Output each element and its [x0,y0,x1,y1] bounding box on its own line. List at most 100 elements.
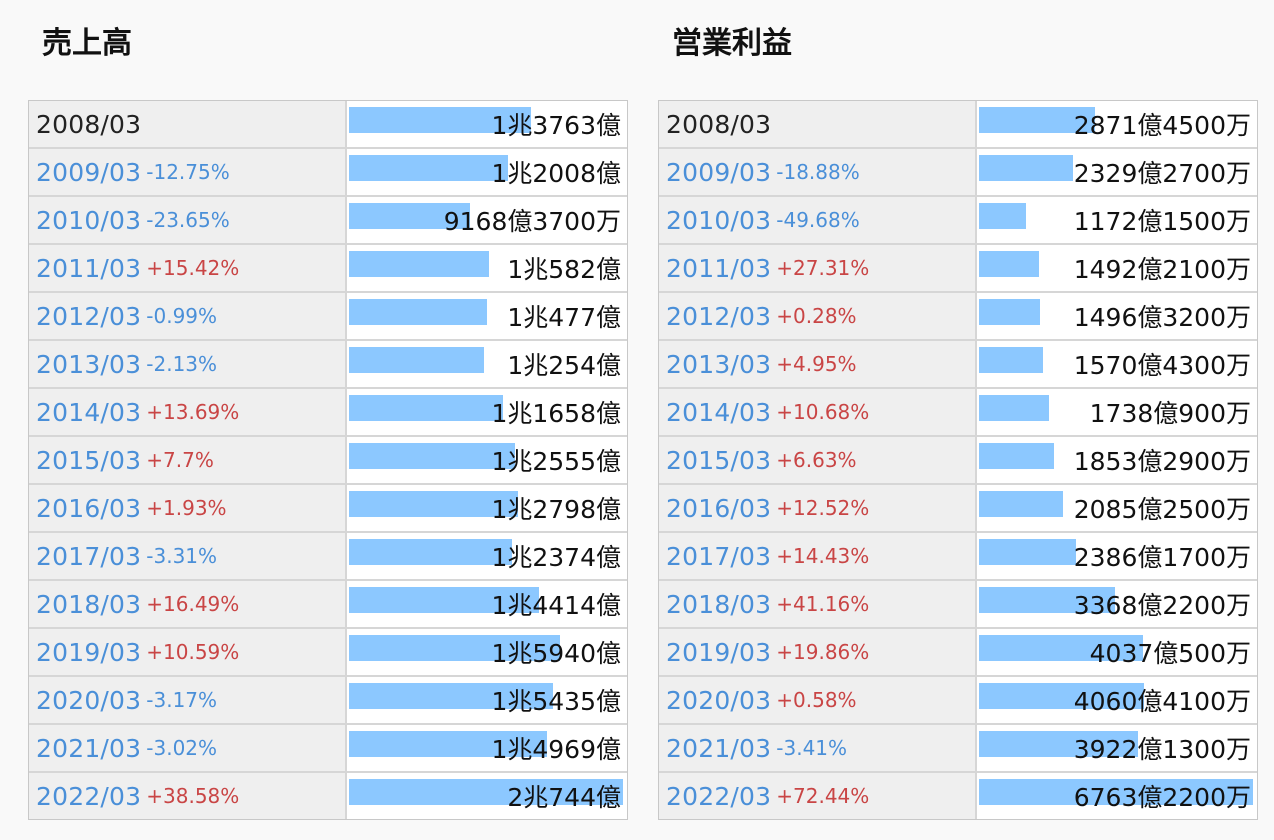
sales-bar [349,683,553,709]
change-percent: -49.68% [776,208,860,232]
value-label: 2329億2700万 [1073,159,1251,188]
year-cell: 2016/03 +12.52% [659,485,977,531]
year-link[interactable]: 2009/03 [666,157,772,187]
year-cell: 2019/03 +10.59% [29,629,347,675]
value-cell: 3922億1300万 [979,725,1257,771]
year-cell: 2021/03 -3.02% [29,725,347,771]
table-row: 2010/03 -49.68% 1172億1500万 [659,197,1257,245]
year-cell: 2018/03 +41.16% [659,581,977,627]
value-cell: 1492億2100万 [979,245,1257,291]
year-link[interactable]: 2016/03 [666,493,772,523]
year-cell: 2020/03 +0.58% [659,677,977,723]
year-link[interactable]: 2019/03 [666,637,772,667]
year-cell: 2022/03 +72.44% [659,773,977,819]
sales-bar [349,491,518,517]
year-link[interactable]: 2014/03 [36,397,142,427]
table-row: 2020/03 +0.58% 4060億4100万 [659,677,1257,725]
table-row: 2014/03 +10.68% 1738億900万 [659,389,1257,437]
year-link[interactable]: 2009/03 [36,157,142,187]
profit-bar [979,731,1138,757]
year-link[interactable]: 2016/03 [36,493,142,523]
year-link[interactable]: 2022/03 [666,781,772,811]
year-cell: 2014/03 +10.68% [659,389,977,435]
year-cell: 2017/03 +14.43% [659,533,977,579]
table-row: 2016/03 +1.93% 1兆2798億 [29,485,627,533]
profit-bar [979,251,1039,277]
profit-bar [979,395,1049,421]
value-cell: 3368億2200万 [979,581,1257,627]
profit-bar [979,587,1115,613]
table-row: 2014/03 +13.69% 1兆1658億 [29,389,627,437]
year-link[interactable]: 2018/03 [666,589,772,619]
value-label: 1兆2008億 [491,159,621,188]
sales-bar [349,203,470,229]
change-percent: +72.44% [776,784,870,808]
year-link[interactable]: 2017/03 [666,541,772,571]
year-link[interactable]: 2012/03 [36,301,142,331]
table-row: 2009/03 -12.75% 1兆2008億 [29,149,627,197]
year-link[interactable]: 2018/03 [36,589,142,619]
value-cell: 2兆744億 [349,773,627,819]
year-cell: 2022/03 +38.58% [29,773,347,819]
value-label: 2871億4500万 [1073,111,1251,140]
year-cell: 2012/03 -0.99% [29,293,347,339]
table-row: 2016/03 +12.52% 2085億2500万 [659,485,1257,533]
year-cell: 2014/03 +13.69% [29,389,347,435]
year-link[interactable]: 2011/03 [666,253,772,283]
table-row: 2019/03 +19.86% 4037億500万 [659,629,1257,677]
value-cell: 1兆254億 [349,341,627,387]
year-link[interactable]: 2020/03 [666,685,772,715]
sales-bar [349,155,508,181]
sales-bar [349,731,547,757]
year-cell: 2008/03 [659,101,977,147]
year-cell: 2013/03 +4.95% [659,341,977,387]
sales-bar [349,635,560,661]
year-cell: 2010/03 -23.65% [29,197,347,243]
value-cell: 1兆2798億 [349,485,627,531]
year-link[interactable]: 2010/03 [666,205,772,235]
year-link[interactable]: 2017/03 [36,541,142,571]
year-link[interactable]: 2020/03 [36,685,142,715]
value-label: 1兆4969億 [491,735,621,764]
year-link[interactable]: 2021/03 [36,733,142,763]
change-percent: +6.63% [776,448,857,472]
value-cell: 1兆1658億 [349,389,627,435]
value-label: 1兆254億 [507,351,621,380]
value-cell: 1兆5940億 [349,629,627,675]
profit-bar [979,539,1076,565]
sales-bar [349,779,623,805]
value-label: 1兆2555億 [491,447,621,476]
value-cell: 1兆2555億 [349,437,627,483]
table-row: 2018/03 +41.16% 3368億2200万 [659,581,1257,629]
value-label: 1兆5435億 [491,687,621,716]
profit-bar [979,107,1095,133]
table-row: 2009/03 -18.88% 2329億2700万 [659,149,1257,197]
value-label: 1兆582億 [507,255,621,284]
year-link[interactable]: 2019/03 [36,637,142,667]
value-label: 6763億2200万 [1073,783,1251,812]
value-label: 1兆5940億 [491,639,621,668]
table-row: 2008/03 1兆3763億 [29,101,627,149]
year-link[interactable]: 2021/03 [666,733,772,763]
operating-profit-table: 2008/03 2871億4500万 2009/03 -18.88% 2329億2700… [658,100,1258,820]
value-label: 1兆1658億 [491,399,621,428]
year-link[interactable]: 2012/03 [666,301,772,331]
table-row: 2011/03 +15.42% 1兆582億 [29,245,627,293]
profit-bar [979,779,1253,805]
year-link[interactable]: 2022/03 [36,781,142,811]
year-link[interactable]: 2010/03 [36,205,142,235]
year-link[interactable]: 2015/03 [666,445,772,475]
value-label: 1兆477億 [507,303,621,332]
year-link[interactable]: 2015/03 [36,445,142,475]
year-cell: 2016/03 +1.93% [29,485,347,531]
value-label: 4037億500万 [1089,639,1251,668]
table-row: 2020/03 -3.17% 1兆5435億 [29,677,627,725]
year-link[interactable]: 2013/03 [666,349,772,379]
year-link[interactable]: 2011/03 [36,253,142,283]
year-link[interactable]: 2013/03 [36,349,142,379]
value-label: 4060億4100万 [1073,687,1251,716]
change-percent: +0.58% [776,688,857,712]
sales-table: 2008/03 1兆3763億 2009/03 -12.75% 1兆2008億 2010/… [28,100,628,820]
year-link[interactable]: 2014/03 [666,397,772,427]
year-cell: 2020/03 -3.17% [29,677,347,723]
